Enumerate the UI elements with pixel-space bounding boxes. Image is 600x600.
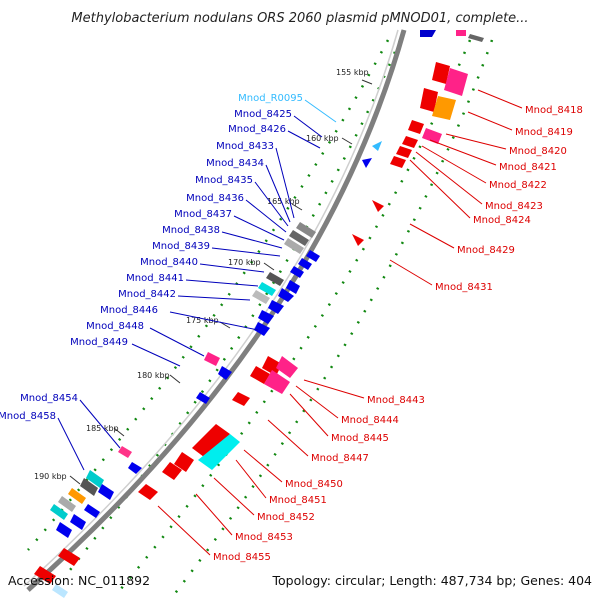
accession-label: Accession: NC_011892 (8, 573, 150, 588)
tick-label: 190 kbp (34, 472, 67, 481)
gene-label: Mnod_8429 (457, 245, 515, 256)
gene-label: Mnod_8424 (473, 215, 531, 226)
gc-content-track (27, 39, 494, 600)
gene-label: Mnod_8442 (118, 289, 176, 300)
gene-label: Mnod_8439 (152, 241, 210, 252)
gene-label: Mnod_8431 (435, 282, 493, 293)
gene-label: Mnod_8433 (216, 141, 274, 152)
gene-label: Mnod_8446 (100, 305, 158, 316)
gene-label: Mnod_8418 (525, 105, 583, 116)
forward-gene-labels: Mnod_8418 Mnod_8419 Mnod_8420 Mnod_8421 … (157, 89, 583, 563)
gene-label: Mnod_8423 (485, 201, 543, 212)
gene-label: Mnod_8450 (285, 479, 343, 490)
gene-label: Mnod_8454 (20, 393, 78, 404)
gene-label: Mnod_8434 (206, 158, 264, 169)
gene-label: Mnod_8426 (228, 124, 286, 135)
gene-label: Mnod_8443 (367, 395, 425, 406)
backbone-arc (26, 29, 407, 592)
gene-label: Mnod_8451 (269, 495, 327, 506)
tick-marks (69, 79, 373, 485)
gene-label: Mnod_8452 (257, 512, 315, 523)
tick-label: 160 kbp (306, 134, 339, 143)
gene-label: Mnod_8422 (489, 180, 547, 191)
summary-label: Topology: circular; Length: 487,734 bp; … (272, 573, 593, 588)
gene-label: Mnod_8436 (186, 193, 244, 204)
tick-label: 185 kbp (86, 424, 119, 433)
gene-label: Mnod_8425 (234, 109, 292, 120)
reverse-gene-labels: Mnod_R0095 Mnod_8425 Mnod_8426 Mnod_8433… (0, 93, 337, 471)
map-title: Methylobacterium nodulans ORS 2060 plasm… (71, 11, 528, 26)
gene-label: Mnod_8447 (311, 453, 369, 464)
gene-label: Mnod_8421 (499, 162, 557, 173)
gene-label: Mnod_8444 (341, 415, 399, 426)
gene-label: Mnod_8440 (140, 257, 198, 268)
gene-label: Mnod_8435 (195, 175, 253, 186)
gene-label: Mnod_8437 (174, 209, 232, 220)
gene-label: Mnod_8455 (213, 552, 271, 563)
gene-label: Mnod_8419 (515, 127, 573, 138)
gene-label: Mnod_8445 (331, 433, 389, 444)
gene-label: Mnod_R0095 (238, 93, 303, 104)
tick-label: 170 kbp (228, 258, 261, 267)
gene-label: Mnod_8420 (509, 146, 567, 157)
tick-label: 165 kbp (267, 197, 300, 206)
gene-label: Mnod_8458 (0, 411, 56, 422)
tick-label: 180 kbp (137, 371, 170, 380)
gene-label: Mnod_8453 (235, 532, 293, 543)
reverse-strand-features (50, 30, 436, 598)
tick-label: 175 kbp (186, 316, 219, 325)
gene-label: Mnod_8448 (86, 321, 144, 332)
gene-label: Mnod_8449 (70, 337, 128, 348)
tick-label: 155 kbp (336, 68, 369, 77)
gene-label: Mnod_8441 (126, 273, 184, 284)
gene-label: Mnod_8438 (162, 225, 220, 236)
forward-strand-features (34, 30, 484, 584)
